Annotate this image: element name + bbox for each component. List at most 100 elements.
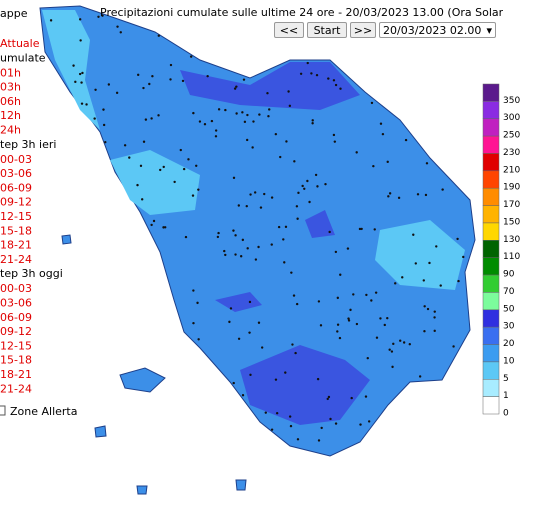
date-select[interactable]: 20/03/2023 02.00 ▾	[379, 22, 496, 38]
checkbox[interactable]	[0, 405, 6, 416]
station-dot	[49, 19, 53, 22]
menu-link[interactable]: 01h	[0, 66, 21, 79]
station-dot	[136, 73, 140, 77]
button-prev[interactable]: <<	[274, 22, 304, 38]
island	[235, 479, 247, 491]
station-dot	[169, 78, 172, 81]
station-dot	[316, 377, 320, 381]
station-dot	[283, 261, 286, 264]
station-dot	[333, 140, 337, 143]
legend-label: 5	[503, 374, 509, 384]
station-dot	[246, 113, 249, 117]
station-dot	[234, 234, 237, 237]
station-dot	[366, 356, 369, 360]
station-dot	[310, 72, 313, 75]
station-dot	[235, 112, 238, 115]
station-dot	[144, 118, 148, 121]
station-dot	[191, 194, 195, 197]
menu-link[interactable]: 06h	[0, 95, 21, 108]
legend-swatch	[482, 222, 500, 241]
station-dot	[72, 64, 75, 67]
menu-link[interactable]: 12-15	[0, 339, 32, 352]
menu-link[interactable]: 09-12	[0, 196, 32, 209]
menu-link[interactable]: 00-03	[0, 153, 32, 166]
menu-link[interactable]: 15-18	[0, 354, 32, 367]
station-dot	[232, 176, 236, 180]
station-dot	[306, 61, 309, 65]
legend-label: 210	[503, 165, 520, 175]
station-dot	[287, 90, 290, 93]
station-dot	[169, 63, 173, 67]
station-dot	[399, 339, 402, 342]
button-start[interactable]: Start	[307, 22, 347, 38]
menu-link[interactable]: 06-09	[0, 181, 32, 194]
section-title: tep 3h ieri	[0, 138, 56, 151]
legend-swatch	[482, 205, 500, 224]
station-dot	[397, 196, 401, 200]
legend-swatch	[482, 361, 500, 380]
station-dot	[332, 133, 336, 137]
station-dot	[93, 117, 96, 120]
area-dark	[305, 210, 335, 238]
menu-link[interactable]: 21-24	[0, 382, 32, 395]
legend-label: 30	[503, 322, 515, 332]
button-next[interactable]: >>	[350, 22, 376, 38]
menu-link[interactable]: Attuale	[0, 37, 40, 50]
station-dot	[349, 308, 352, 312]
checkbox-label: Zone Allerta	[10, 405, 77, 418]
station-dot	[277, 225, 281, 229]
station-dot	[424, 193, 428, 197]
station-dot	[223, 249, 226, 253]
station-dot	[232, 381, 235, 385]
station-dot	[116, 25, 119, 28]
station-dot	[352, 293, 355, 296]
station-dot	[266, 92, 269, 95]
menu-link[interactable]: 03-06	[0, 297, 32, 310]
menu-link[interactable]: 15-18	[0, 224, 32, 237]
station-dot	[315, 73, 319, 77]
menu-link[interactable]: 24h	[0, 124, 21, 137]
menu-link[interactable]: 18-21	[0, 239, 32, 252]
legend-swatch	[482, 135, 500, 154]
station-dot	[386, 316, 389, 320]
station-dot	[187, 158, 190, 161]
station-dot	[284, 225, 288, 229]
station-dot	[390, 350, 394, 353]
menu-link[interactable]: 06-09	[0, 311, 32, 324]
station-dot	[418, 375, 422, 378]
station-dot	[457, 279, 460, 283]
station-dot	[214, 129, 218, 132]
legend-swatch	[482, 292, 500, 311]
station-dot	[386, 160, 389, 164]
station-dot	[150, 223, 153, 227]
menu-link[interactable]: 03-06	[0, 167, 32, 180]
station-dot	[426, 307, 430, 311]
title: Precipitazioni cumulate sulle ultime 24 …	[100, 6, 514, 19]
legend-swatch	[482, 379, 500, 397]
legend-swatch	[482, 396, 500, 415]
station-dot	[388, 192, 392, 195]
menu-link[interactable]: 00-03	[0, 282, 32, 295]
menu-link[interactable]: 03h	[0, 81, 21, 94]
legend-label: 20	[503, 339, 515, 349]
menu-link[interactable]: 12-15	[0, 210, 32, 223]
station-dot	[257, 245, 260, 249]
margin	[503, 0, 535, 506]
station-dot	[367, 420, 371, 423]
station-dot	[324, 182, 327, 186]
station-dot	[217, 231, 220, 235]
legend-swatch	[482, 101, 500, 119]
legend-swatch	[482, 118, 500, 137]
station-dot	[327, 395, 331, 399]
station-dot	[320, 426, 323, 430]
menu-link[interactable]: 18-21	[0, 368, 32, 381]
station-dot	[422, 279, 425, 282]
station-dot	[462, 255, 465, 259]
legend-swatch	[482, 309, 500, 328]
section-title: umulate	[0, 51, 46, 64]
menu-link[interactable]: 21-24	[0, 253, 32, 266]
legend-label: 150	[503, 217, 520, 227]
menu-link[interactable]: 12h	[0, 109, 21, 122]
menu-link[interactable]: 09-12	[0, 325, 32, 338]
station-dot	[246, 247, 249, 250]
